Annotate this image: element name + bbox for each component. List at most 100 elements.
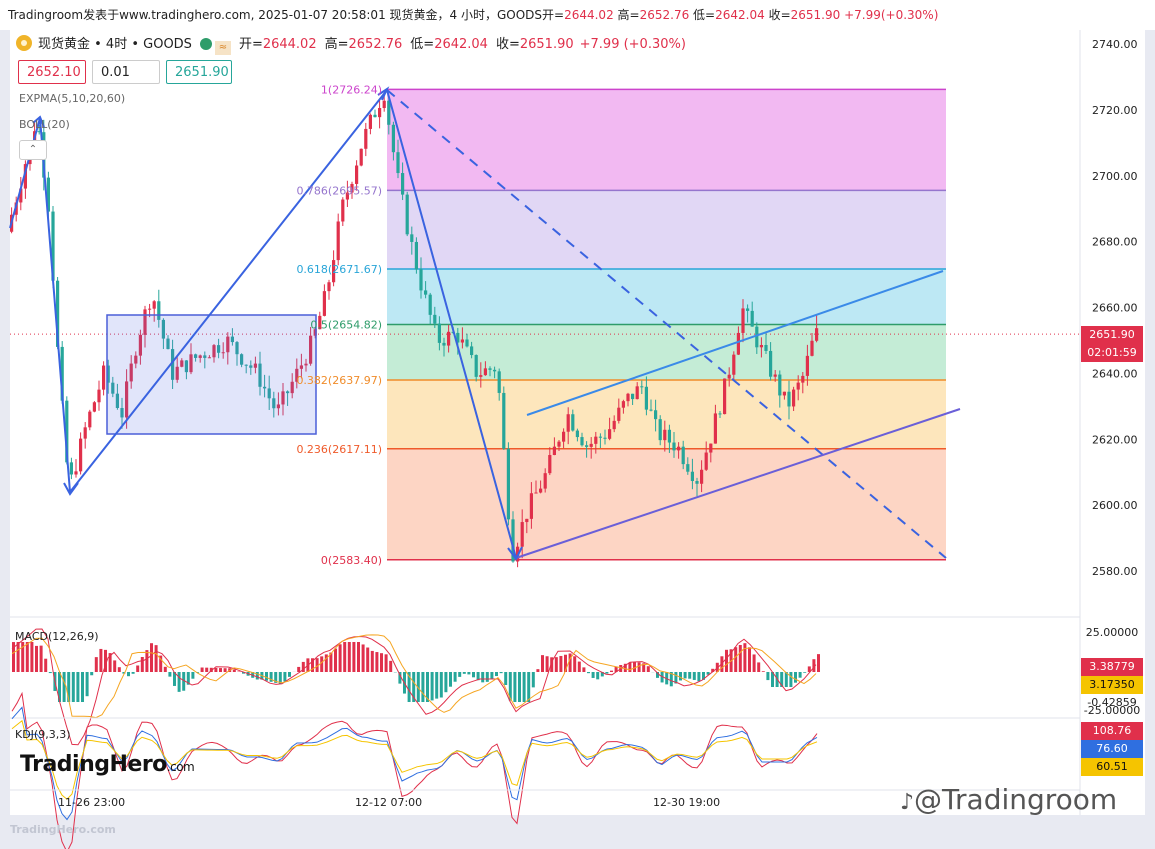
macd-bar-14 [76,672,80,702]
candle-body-170 [792,389,796,407]
macd-bar-143 [669,672,673,687]
macd-bar-161 [752,654,756,672]
candle-body-17 [88,411,92,428]
kdj-label[interactable]: KDJ(9,3,3) [15,728,71,741]
candle-body-75 [355,165,359,184]
expma-label[interactable]: EXPMA(5,10,20,60) [19,92,126,105]
macd-bar-117 [550,657,554,672]
symbol-name[interactable]: 现货黄金 • 4时 • GOODS [38,37,192,52]
candle-body-98 [460,339,464,343]
candle-body-49 [235,342,239,355]
macd-panel [10,616,1080,746]
macd-bar-36 [177,672,181,692]
macd-bar-140 [656,672,659,678]
candle-body-84 [396,152,400,174]
candle-body-53 [253,363,257,368]
macd-bar-5 [35,645,38,672]
boll-label[interactable]: BOLL(20) [19,118,70,131]
candle-body-134 [626,393,630,402]
macd-bar-12 [67,672,71,702]
candle-body-32 [157,301,161,320]
kdj-badge-3: 60.51 [1081,758,1143,776]
macd-bar-20 [104,649,107,672]
wave-icon[interactable]: ≈ [214,41,231,55]
macd-bar-90 [426,672,429,702]
last-price-badge: 2651.90 [1081,326,1143,344]
candle-body-144 [672,442,676,451]
candle-body-36 [175,366,179,380]
macd-bar-109 [513,672,517,702]
macd-bar-2 [21,642,25,672]
macd-bar-69 [329,652,333,672]
candle-body-137 [640,386,644,388]
candle-body-155 [723,378,727,415]
macd-bar-44 [214,667,218,672]
macd-bottom-tick: -25.00000 [1083,704,1141,717]
brand-icon: ♪ [900,790,915,815]
candle-body-91 [428,294,432,315]
candle-body-59 [281,391,285,405]
range-box [106,314,317,435]
macd-bar-80 [380,653,383,672]
candle-body-40 [194,354,198,358]
candle-body-148 [690,471,694,482]
candle-body-168 [782,391,786,396]
fib-label-0: 1(2726.24) [321,83,382,96]
market-open-icon [199,38,212,50]
macd-bar-175 [817,654,820,672]
macd-bar-162 [757,662,761,672]
macd-bar-118 [554,657,558,672]
candle-body-16 [83,427,87,439]
candle-body-156 [727,374,731,379]
sym-open-value: 2644.02 [262,37,317,52]
candle-body-175 [815,328,819,341]
macd-bar-71 [338,644,342,672]
fib-label-5: 0.236(2617.11) [296,443,382,456]
macd-bar-40 [196,672,199,673]
footer-logo: TradingHero.com [10,823,116,836]
candle-body-165 [769,350,773,377]
candle-body-159 [741,308,745,333]
macd-bar-127 [596,672,600,680]
candle-body-160 [746,308,750,311]
candle-body-161 [750,310,754,327]
watermark-main: TradingHero [20,752,167,777]
macd-label[interactable]: MACD(12,26,9) [15,630,99,643]
macd-bar-113 [531,672,535,688]
kdj-badge-1: 108.76 [1081,722,1143,740]
macd-bar-120 [564,654,567,672]
candle-body-41 [198,355,202,358]
candle-body-149 [695,481,699,484]
macd-bar-56 [269,672,273,682]
candle-body-162 [755,326,759,348]
macd-bar-24 [122,672,126,674]
candle-body-38 [184,360,188,373]
macd-bar-57 [274,672,278,683]
fib-zone-5 [387,448,946,560]
candle-body-111 [520,522,524,547]
y-tick-4: 2660.00 [1092,302,1138,315]
x-label-3: 12-30 19:00 [653,796,721,809]
candle-body-173 [805,355,809,376]
quantity-input[interactable]: 0.01 [92,60,160,84]
candle-body-97 [456,332,460,343]
macd-bar-46 [223,668,227,672]
macd-bar-164 [766,672,770,681]
candle-body-105 [493,369,497,372]
collapse-indicators-button[interactable]: ⌃ [19,140,47,160]
candle-body-157 [732,354,736,375]
macd-bar-137 [642,663,646,672]
macd-bar-138 [646,666,650,672]
buy-price-button[interactable]: 2651.90 [166,60,232,84]
tradinghero-watermark: TradingHero.com [20,752,195,777]
macd-bar-29 [145,650,149,672]
macd-bar-4 [30,642,34,672]
candle-body-108 [506,448,510,520]
macd-bar-136 [637,662,641,672]
sell-price-button[interactable]: 2652.10 [18,60,86,84]
candle-body-127 [594,436,598,444]
macd-bar-3 [25,642,29,672]
channel-upper [526,270,944,416]
macd-bar-32 [159,655,163,672]
